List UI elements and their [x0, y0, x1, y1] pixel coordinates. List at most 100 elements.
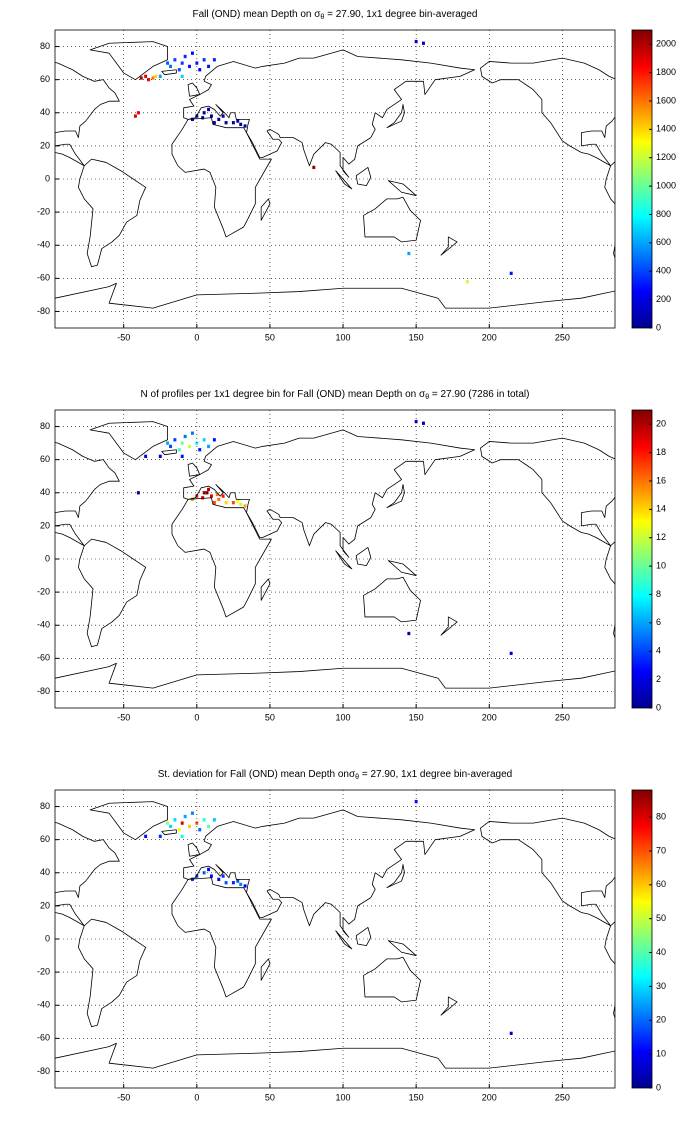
title-part: Fall (OND) mean Depth on σ [193, 9, 322, 20]
bin [212, 501, 216, 505]
coastline [55, 40, 583, 309]
chart-title: St. deviation for Fall (OND) mean Depth … [158, 769, 512, 782]
y-tick-label: -40 [37, 620, 50, 630]
bin [217, 497, 221, 502]
y-tick-label: 80 [40, 421, 50, 431]
bin [195, 821, 199, 825]
plot-area [55, 419, 615, 689]
bin [212, 438, 216, 442]
colorbar-tick-label: 10 [656, 560, 666, 570]
y-tick-label: -80 [37, 686, 50, 696]
colorbar-tick-label: 200 [656, 294, 671, 304]
bin [207, 487, 210, 492]
colorbar-tick-label: 20 [656, 419, 666, 429]
bin [202, 871, 206, 875]
bin [173, 438, 177, 442]
bin [139, 76, 143, 80]
bin [136, 491, 140, 495]
colorbar-tick-label: 800 [656, 209, 671, 219]
bin [212, 121, 216, 125]
bin [195, 494, 199, 498]
y-tick-label: -40 [37, 240, 50, 250]
coastline [479, 800, 615, 1069]
colorbar-tick-label: 20 [656, 1015, 666, 1025]
y-tick-label: 60 [40, 834, 50, 844]
bin [166, 821, 170, 825]
bin [209, 874, 213, 878]
y-tick-label: -20 [37, 966, 50, 976]
bin [243, 504, 247, 508]
y-tick-label: -60 [37, 273, 50, 283]
y-tick-label: 40 [40, 867, 50, 877]
bin [195, 61, 199, 65]
bin [414, 39, 418, 44]
bin [201, 116, 205, 120]
colorbar-tick-label: 12 [656, 532, 666, 542]
bin [509, 271, 513, 276]
bin [243, 124, 247, 128]
colorbar-tick-label: 4 [656, 646, 661, 656]
colorbar-tick-label: 1200 [656, 152, 676, 162]
y-tick-label: 80 [40, 41, 50, 51]
y-tick-label: -80 [37, 306, 50, 316]
bin [202, 491, 206, 495]
bin [195, 874, 199, 878]
bin [215, 492, 219, 497]
title-part: σ [349, 769, 356, 780]
bin [207, 107, 210, 112]
bin [198, 448, 202, 452]
axes-frame [54, 409, 616, 709]
bin [180, 441, 184, 445]
x-tick-label: -50 [117, 712, 130, 722]
bin [231, 121, 235, 125]
coastline [55, 420, 583, 689]
bin [236, 499, 240, 503]
title-part: = 27.90 (7286 in total) [429, 389, 529, 400]
y-tick-label: 60 [40, 454, 50, 464]
bin [221, 874, 225, 878]
bin [509, 1031, 513, 1036]
bin [414, 799, 418, 804]
colorbar-tick-label: 70 [656, 845, 666, 855]
y-tick-label: -80 [37, 1066, 50, 1076]
colorbar-tick-label: 30 [656, 981, 666, 991]
title-part: N of profiles per 1x1 degree bin for Fal… [141, 389, 426, 400]
coastline [479, 420, 615, 689]
bin [190, 51, 194, 55]
bin [190, 431, 194, 435]
colorbar-tick-label: 0 [656, 322, 661, 332]
bin [173, 58, 177, 62]
bin [195, 441, 199, 445]
bin [217, 117, 221, 122]
bin [154, 74, 158, 79]
bin [173, 818, 177, 822]
title-part: θ [320, 14, 324, 21]
bin [231, 501, 235, 505]
y-tick-label: 20 [40, 520, 50, 530]
bin [224, 881, 228, 885]
y-tick-label: 0 [45, 173, 50, 183]
colorbar [631, 789, 653, 1089]
bin [212, 58, 216, 62]
bin [166, 61, 170, 65]
bin [509, 651, 513, 656]
bin [207, 444, 210, 449]
x-tick-label: 150 [409, 332, 424, 342]
x-tick-label: 100 [336, 1092, 351, 1102]
bin [202, 58, 206, 62]
x-tick-label: 50 [265, 1092, 275, 1102]
colorbar-tick-label: 18 [656, 447, 666, 457]
axes-frame [54, 789, 616, 1089]
plot-area [55, 39, 615, 309]
colorbar-tick-label: 2000 [656, 39, 676, 49]
title-part: = 27.90, 1x1 degree bin-averaged [359, 769, 512, 780]
bin [224, 121, 228, 125]
bin [231, 881, 235, 885]
colorbar-tick-label: 1800 [656, 67, 676, 77]
title-part: θ [355, 774, 359, 781]
bin [190, 811, 194, 815]
x-tick-label: 250 [555, 712, 570, 722]
colorbar-tick-label: 1000 [656, 180, 676, 190]
x-tick-label: 50 [265, 712, 275, 722]
